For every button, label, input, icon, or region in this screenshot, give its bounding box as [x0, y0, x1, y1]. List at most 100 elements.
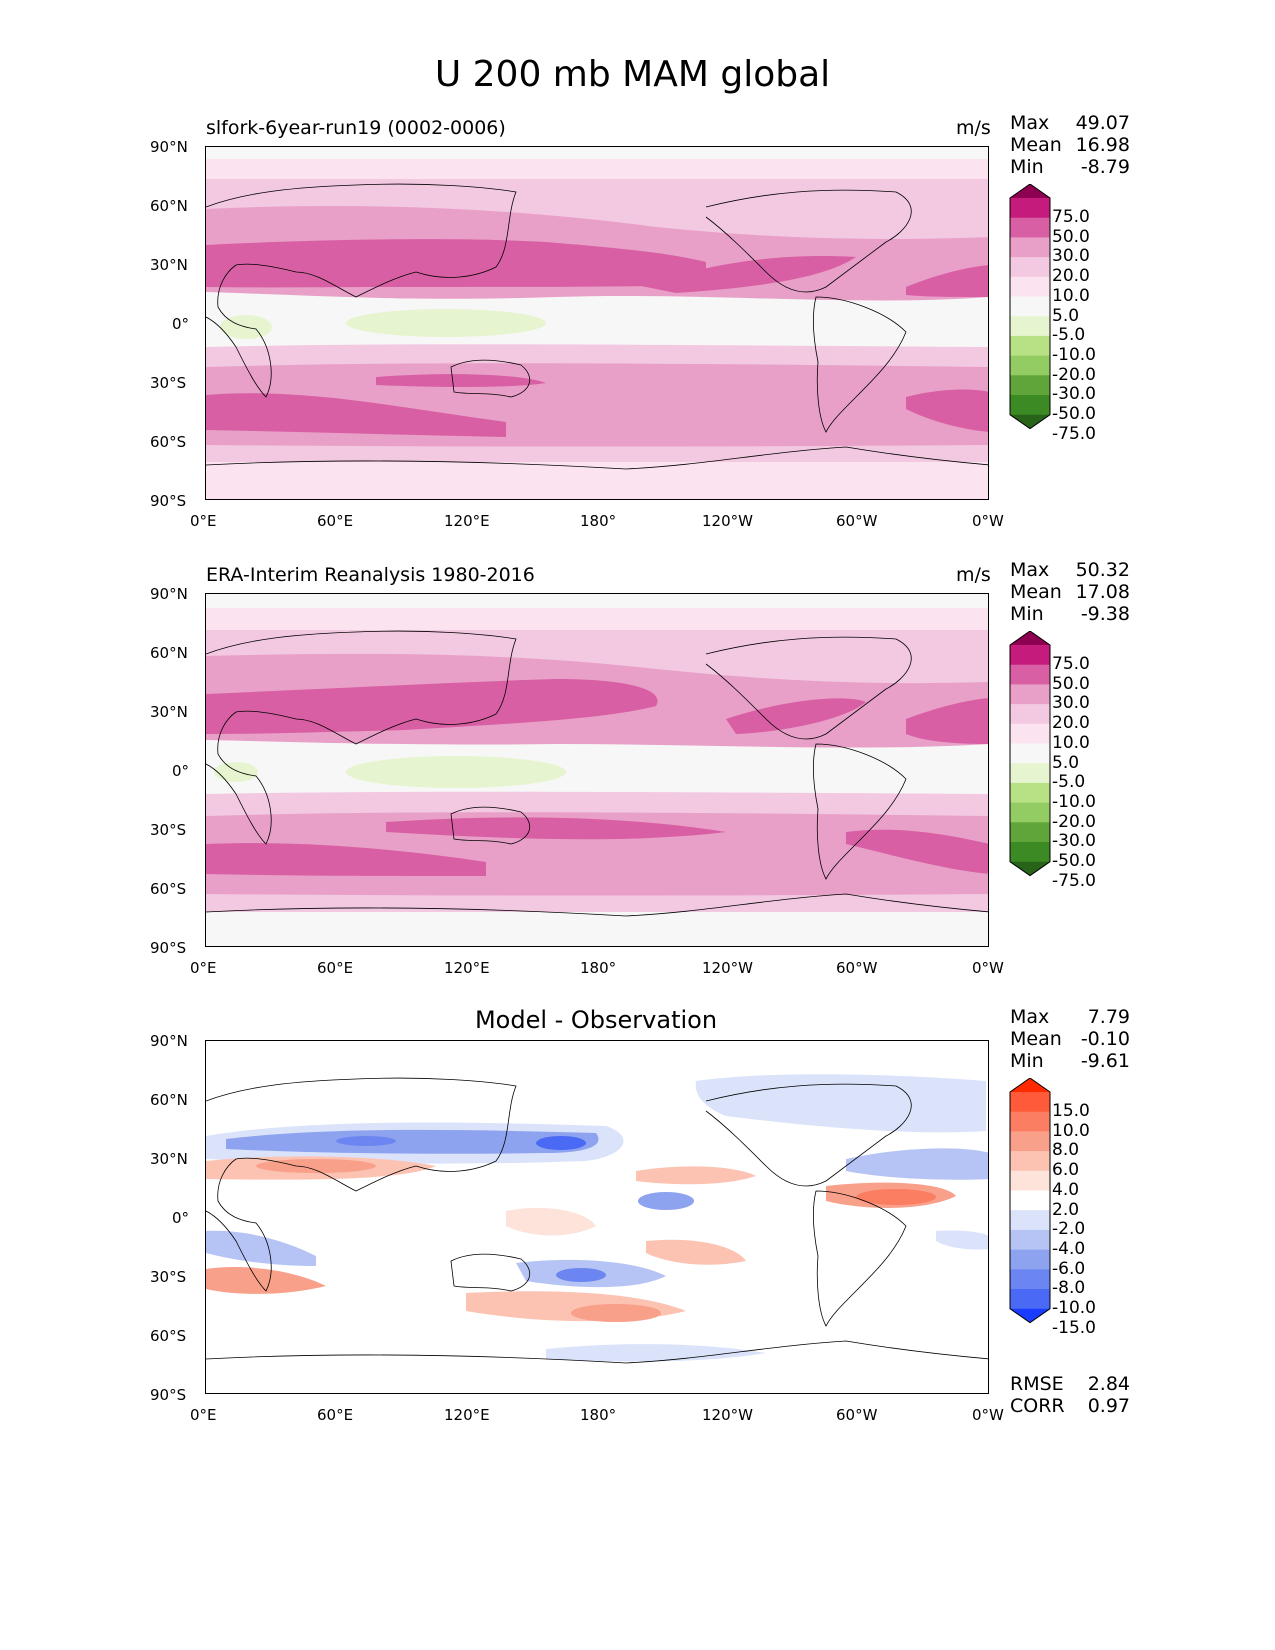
- colorbar-label: 30.0: [1052, 246, 1090, 267]
- colorbar-segment: [1010, 217, 1050, 238]
- colorbar-segment: [1010, 763, 1050, 784]
- coast-australia: [450, 806, 531, 845]
- neg-anomaly-south-atlantic: [936, 1230, 988, 1250]
- stat-min-value: -9.61: [1080, 1050, 1130, 1072]
- sh-jet-atlantic: [846, 829, 988, 874]
- lat-tick: 30°N: [150, 256, 188, 274]
- rmse-label: RMSE: [1010, 1373, 1064, 1395]
- panel-2-map: [205, 593, 989, 947]
- stat-min-label: Min: [1010, 156, 1044, 178]
- panel-3-metrics-labels: RMSE CORR: [1010, 1373, 1065, 1417]
- pacific-jet-core: [636, 256, 856, 293]
- colorbar-label: -5.0: [1052, 772, 1086, 793]
- colorbar-extension-bottom: [1010, 1308, 1050, 1323]
- stat-max-value: 7.79: [1087, 1006, 1130, 1028]
- panel-3-stat-values: 7.79 -0.10 -9.61: [1060, 1006, 1130, 1072]
- colorbar-label: 50.0: [1052, 226, 1090, 247]
- lat-tick: 30°N: [150, 703, 188, 721]
- pos-anomaly-maritime: [506, 1207, 596, 1236]
- colorbar-segment: [1010, 802, 1050, 823]
- lon-tick: 60°E: [317, 1406, 354, 1424]
- lat-tick: 0°: [172, 315, 190, 333]
- colorbar-label: 20.0: [1052, 266, 1090, 287]
- colorbar-label: 8.0: [1052, 1140, 1080, 1161]
- lat-tick: 60°N: [150, 644, 188, 662]
- panel-1-colorbar: [1009, 184, 1051, 430]
- coast-antarctica: [206, 446, 988, 470]
- colorbar-segment: [1010, 645, 1050, 666]
- corr-label: CORR: [1010, 1395, 1065, 1417]
- coast-antarctica: [206, 893, 988, 917]
- colorbar-label: -10.0: [1052, 1298, 1096, 1319]
- sh-jet-indian: [206, 393, 506, 437]
- lat-tick: 60°N: [150, 197, 188, 215]
- colorbar-label: 4.0: [1052, 1179, 1080, 1200]
- colorbar-segment: [1010, 1269, 1050, 1290]
- colorbar-segment: [1010, 395, 1050, 416]
- lon-tick: 120°W: [702, 512, 753, 530]
- lat-tick: 60°N: [150, 1091, 188, 1109]
- lat-tick: 30°S: [150, 1268, 187, 1286]
- panel-2-stats: Max Mean Min: [1010, 559, 1062, 625]
- lon-tick: 0°W: [972, 959, 1004, 977]
- panel-2-colorbar: [1009, 631, 1051, 877]
- figure-title: U 200 mb MAM global: [434, 54, 831, 95]
- lat-tick: 60°S: [150, 880, 187, 898]
- coast-north-america: [705, 189, 912, 293]
- coastlines: [206, 183, 988, 470]
- stat-min-value: -9.38: [1080, 603, 1130, 625]
- colorbar-label: 50.0: [1052, 673, 1090, 694]
- stat-mean-label: Mean: [1010, 581, 1062, 603]
- colorbar-segment: [1010, 296, 1050, 317]
- colorbar-segment: [1010, 822, 1050, 843]
- panel-1-stats: Max Mean Min: [1010, 112, 1062, 178]
- panel-1-stat-values: 49.07 16.98 -8.79: [1060, 112, 1130, 178]
- antarctic-band: [206, 462, 988, 499]
- colorbar-label: 15.0: [1052, 1101, 1090, 1121]
- colorbar-label: -50.0: [1052, 851, 1096, 872]
- colorbar-segment: [1010, 1249, 1050, 1270]
- colorbar-label: -75.0: [1052, 870, 1096, 891]
- colorbar-segment: [1010, 355, 1050, 376]
- pos-anomaly-central-america-core: [856, 1189, 936, 1205]
- lat-tick: 60°S: [150, 1327, 187, 1345]
- neg-anomaly-southern-ocean: [546, 1344, 766, 1362]
- lat-tick: 90°S: [150, 1386, 187, 1404]
- stat-mean-label: Mean: [1010, 134, 1062, 156]
- coastlines: [206, 630, 988, 917]
- neg-anomaly-nh-jet-core: [226, 1129, 599, 1154]
- antarctic-band: [206, 912, 988, 946]
- stat-max-value: 49.07: [1075, 112, 1130, 134]
- colorbar-segment: [1010, 664, 1050, 685]
- stat-max-label: Max: [1010, 112, 1050, 134]
- colorbar-segment: [1010, 704, 1050, 725]
- colorbar-segment: [1010, 684, 1050, 705]
- colorbar-label: -30.0: [1052, 831, 1096, 852]
- rmse-value: 2.84: [1087, 1373, 1130, 1395]
- stat-max-value: 50.32: [1075, 559, 1130, 581]
- lat-tick: 90°S: [150, 492, 187, 510]
- pos-anomaly-south-core: [571, 1304, 661, 1322]
- colorbar-label: 75.0: [1052, 207, 1090, 227]
- corr-value: 0.97: [1087, 1395, 1130, 1417]
- colorbar-outline: [1009, 631, 1051, 877]
- lon-tick: 60°W: [836, 1406, 878, 1424]
- nh-subtropical-jet: [206, 679, 658, 734]
- lat-tick: 0°: [172, 1209, 190, 1227]
- easterly-africa: [214, 762, 258, 782]
- lat-tick: 90°N: [150, 138, 188, 156]
- lon-tick: 60°W: [836, 959, 878, 977]
- panel-2-colorbar-labels: 75.0 50.0 30.0 20.0 10.0 5.0 -5.0 -10.0 …: [1052, 654, 1096, 891]
- colorbar-segment: [1010, 1210, 1050, 1231]
- stat-mean-value: -0.10: [1080, 1028, 1130, 1050]
- colorbar-segment: [1010, 257, 1050, 278]
- panel-2-units: m/s: [956, 564, 991, 586]
- easterly-maritime: [346, 756, 566, 788]
- atlantic-jet-core: [906, 698, 988, 744]
- atlantic-jet-core: [906, 265, 988, 297]
- sh-jet-indian: [206, 843, 486, 876]
- panel-1-map: [205, 146, 989, 500]
- pos-anomaly-south-africa: [206, 1266, 326, 1294]
- lon-tick: 180°: [580, 512, 617, 530]
- coast-south-america: [813, 743, 907, 880]
